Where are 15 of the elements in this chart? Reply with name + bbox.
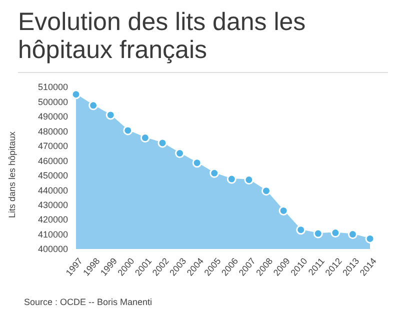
y-tick-label: 490000: [38, 112, 68, 122]
y-tick-label: 450000: [38, 170, 68, 181]
y-tick-label: 430000: [38, 200, 68, 210]
chart-title: Evolution des lits dans les hôpitaux français: [18, 8, 307, 64]
y-axis-title: Lits dans les hôpitaux: [7, 130, 18, 218]
y-tick-label: 480000: [38, 126, 68, 136]
y-tick-label: 410000: [38, 229, 68, 240]
y-tick-label: 420000: [38, 214, 68, 225]
y-tick-label: 460000: [38, 156, 68, 166]
y-tick-label: 470000: [38, 141, 68, 152]
y-tick-label: 510000: [38, 82, 68, 92]
y-tick-label: 400000: [38, 244, 68, 254]
y-tick-label: 440000: [38, 185, 68, 196]
source-note: Source : OCDE -- Boris Manenti: [24, 297, 154, 307]
y-tick-label: 500000: [38, 96, 68, 107]
